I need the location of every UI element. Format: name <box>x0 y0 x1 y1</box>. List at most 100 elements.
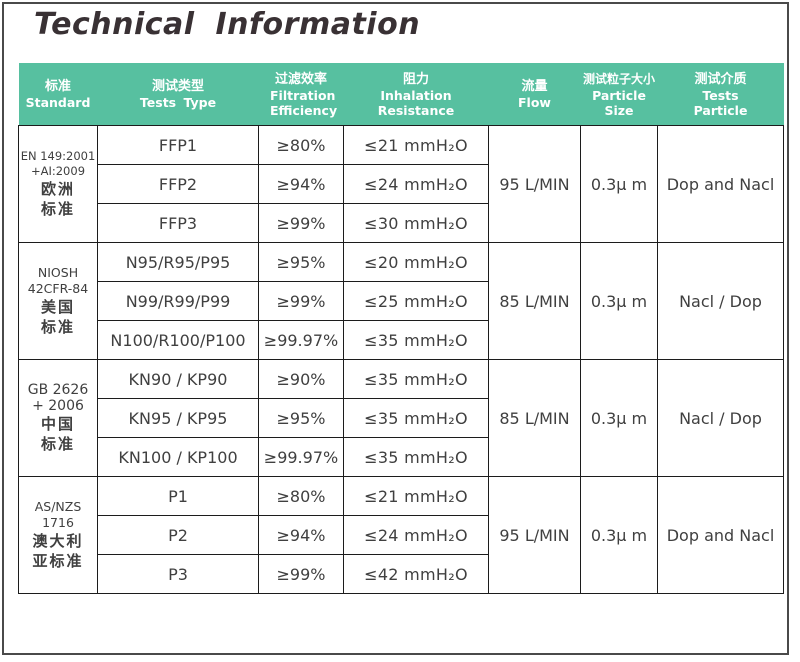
test-type-cell: N95/R95/P95 <box>97 242 259 282</box>
test-type-cell: KN90 / KP90 <box>97 359 259 399</box>
efficiency-cell: ≥99.97% <box>258 320 344 360</box>
header-row: 标准 Standard 测试类型 Tests Type 过滤效率 Filtrat… <box>18 63 784 126</box>
column-header-standard: 标准 Standard <box>18 63 98 126</box>
resistance-cell: ≤24 mmH₂O <box>343 164 489 204</box>
flow-cell: 95 L/MIN <box>488 476 581 594</box>
test-particle-cell: Dop and Nacl <box>657 476 784 594</box>
resistance-cell: ≤35 mmH₂O <box>343 398 489 438</box>
header-label-zh: 测试类型 <box>151 79 204 94</box>
table-row: KN95 / KP95 ≥95% ≤35 mmH₂O <box>19 398 784 438</box>
header-label-zh: 过滤效率 <box>274 71 327 87</box>
table-row: N100/R100/P100 ≥99.97% ≤35 mmH₂O <box>19 320 784 360</box>
efficiency-cell: ≥94% <box>258 515 344 555</box>
test-type-cell: KN95 / KP95 <box>97 398 259 438</box>
standard-zh-line: 美国 <box>40 298 75 316</box>
column-header-tests-type: 测试类型 Tests Type <box>97 63 259 126</box>
standard-code-line: + 2006 <box>32 398 84 414</box>
standard-code-line: 1716 <box>42 515 74 530</box>
test-type-cell: N99/R99/P99 <box>97 281 259 321</box>
efficiency-cell: ≥94% <box>258 164 344 204</box>
header-label-zh: 测试介质 <box>694 71 747 87</box>
flow-cell: 85 L/MIN <box>488 359 581 477</box>
standard-zh-line: 澳大利 <box>32 532 84 550</box>
flow-cell: 95 L/MIN <box>488 125 581 243</box>
particle-size-cell: 0.3μ m <box>580 242 658 360</box>
header-label-en: Particle Size <box>592 87 646 118</box>
flow-cell: 85 L/MIN <box>488 242 581 360</box>
standard-zh-line: 标准 <box>40 435 75 453</box>
header-label-zh: 标准 <box>44 79 71 94</box>
standard-zh-line: 欧洲 <box>40 180 75 198</box>
header-label-en: Tests Particle <box>693 87 748 118</box>
resistance-cell: ≤42 mmH₂O <box>343 554 489 594</box>
table-row: FFP3 ≥99% ≤30 mmH₂O <box>19 203 784 243</box>
resistance-cell: ≤35 mmH₂O <box>343 437 489 477</box>
column-header-filtration-efficiency: 过滤效率 Filtration Efficiency <box>258 63 344 126</box>
standard-cell: AS/NZS 1716 澳大利 亚标准 <box>18 476 98 594</box>
standard-code-line: +AI:2009 <box>30 164 86 178</box>
test-type-cell: P1 <box>97 476 259 516</box>
table-row: P2 ≥94% ≤24 mmH₂O <box>19 515 784 555</box>
spec-table: 标准 Standard 测试类型 Tests Type 过滤效率 Filtrat… <box>18 63 784 594</box>
header-label-zh: 流量 <box>521 79 548 94</box>
table-row: KN100 / KP100 ≥99.97% ≤35 mmH₂O <box>19 437 784 477</box>
efficiency-cell: ≥99.97% <box>258 437 344 477</box>
resistance-cell: ≤35 mmH₂O <box>343 359 489 399</box>
efficiency-cell: ≥90% <box>258 359 344 399</box>
test-type-cell: P2 <box>97 515 259 555</box>
particle-size-cell: 0.3μ m <box>580 359 658 477</box>
table-row: GB 2626 + 2006 中国 标准 KN90 / KP90 ≥90% ≤3… <box>18 359 784 477</box>
column-header-tests-particle: 测试介质 Tests Particle <box>657 63 784 126</box>
column-header-particle-size: 测试粒子大小 Particle Size <box>580 63 658 126</box>
test-type-cell: FFP1 <box>97 125 259 165</box>
column-header-flow: 流量 Flow <box>488 63 581 126</box>
standard-zh-line: 标准 <box>40 318 75 336</box>
test-particle-cell: Dop and Nacl <box>657 125 784 243</box>
standard-code-line: AS/NZS <box>34 499 82 514</box>
table-row: N99/R99/P99 ≥99% ≤25 mmH₂O <box>19 281 784 321</box>
header-label-en: Standard <box>25 95 91 110</box>
table-row: NIOSH 42CFR-84 美国 标准 N95/R95/P95 ≥95% ≤2… <box>18 242 784 360</box>
efficiency-cell: ≥99% <box>258 281 344 321</box>
resistance-cell: ≤30 mmH₂O <box>343 203 489 243</box>
resistance-cell: ≤24 mmH₂O <box>343 515 489 555</box>
resistance-cell: ≤21 mmH₂O <box>343 125 489 165</box>
test-particle-cell: Nacl / Dop <box>657 359 784 477</box>
standard-zh-line: 标准 <box>40 200 75 218</box>
resistance-cell: ≤25 mmH₂O <box>343 281 489 321</box>
header-label-zh: 测试粒子大小 <box>582 71 655 86</box>
efficiency-cell: ≥80% <box>258 125 344 165</box>
resistance-cell: ≤20 mmH₂O <box>343 242 489 282</box>
table-row: FFP2 ≥94% ≤24 mmH₂O <box>19 164 784 204</box>
header-label-en: Flow <box>518 95 551 110</box>
efficiency-cell: ≥95% <box>258 398 344 438</box>
test-type-cell: FFP3 <box>97 203 259 243</box>
particle-size-cell: 0.3μ m <box>580 125 658 243</box>
header-label-en: Filtration Efficiency <box>270 87 338 118</box>
column-header-inhalation-resistance: 阻力 Inhalation Resistance <box>343 63 489 126</box>
standard-zh-line: 亚标准 <box>32 552 84 570</box>
standard-code-line: EN 149:2001 <box>20 149 96 163</box>
page-title: Technical Information <box>34 7 421 42</box>
header-label-zh: 阻力 <box>402 71 429 87</box>
efficiency-cell: ≥99% <box>258 554 344 594</box>
efficiency-cell: ≥99% <box>258 203 344 243</box>
test-type-cell: KN100 / KP100 <box>97 437 259 477</box>
table-row: AS/NZS 1716 澳大利 亚标准 P1 ≥80% ≤21 mmH₂O 95… <box>18 476 784 594</box>
header-label-en: Tests Type <box>139 95 217 110</box>
table-row: EN 149:2001 +AI:2009 欧洲 标准 FFP1 ≥80% ≤21… <box>18 125 784 243</box>
standard-cell: GB 2626 + 2006 中国 标准 <box>18 359 98 477</box>
efficiency-cell: ≥95% <box>258 242 344 282</box>
standard-cell: NIOSH 42CFR-84 美国 标准 <box>18 242 98 360</box>
standard-code-line: GB 2626 <box>27 382 89 398</box>
standard-code-line: NIOSH <box>37 265 79 280</box>
test-particle-cell: Nacl / Dop <box>657 242 784 360</box>
header-label-en: Inhalation Resistance <box>377 87 455 118</box>
test-type-cell: P3 <box>97 554 259 594</box>
standard-code-line: 42CFR-84 <box>27 281 89 296</box>
table-row: P3 ≥99% ≤42 mmH₂O <box>19 554 784 594</box>
resistance-cell: ≤21 mmH₂O <box>343 476 489 516</box>
test-type-cell: FFP2 <box>97 164 259 204</box>
test-type-cell: N100/R100/P100 <box>97 320 259 360</box>
standard-zh-line: 中国 <box>40 415 75 433</box>
